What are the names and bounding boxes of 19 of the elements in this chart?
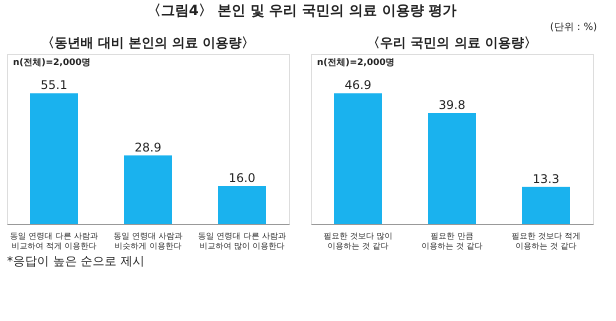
x-tick-label: 동일 연령대 다른 사람과 비교하여 적게 이용한다	[10, 232, 98, 250]
x-tick-label: 필요한 만큼 이용하는 것 같다	[421, 232, 483, 250]
data-label: 55.1	[40, 78, 68, 92]
chart-subtitle: 〈우리 국민의 의료 이용량〉	[367, 36, 537, 51]
text: n(전체)=2,000명	[13, 58, 91, 68]
chart-subtitle: 〈동년배 대비 본인의 의료 이용량〉	[41, 36, 255, 51]
chart-title: 〈그림4〉 본인 및 우리 국민의 의료 이용량 평가	[146, 3, 457, 19]
x-tick-label: 동일 연령대 다른 사람과 비교하여 많이 이용한다	[198, 232, 286, 250]
x-tick-label: 필요한 것보다 많이 이용하는 것 같다	[323, 232, 393, 250]
text: *응답이 높은 순으로 제시	[7, 254, 144, 268]
data-label: 39.8	[438, 98, 466, 112]
x-tick-label: 필요한 것보다 적게 이용하는 것 같다	[511, 232, 581, 250]
data-label: 13.3	[532, 172, 560, 186]
data-label: 16.0	[228, 171, 256, 186]
data-label: 28.9	[134, 140, 162, 154]
text: n(전체)=2,000명	[317, 58, 395, 68]
x-tick-label: 동일 연령대 사람과 비슷하게 이용한다	[113, 232, 183, 250]
data-label: 46.9	[344, 78, 372, 92]
text: (단위 : %)	[550, 22, 598, 33]
